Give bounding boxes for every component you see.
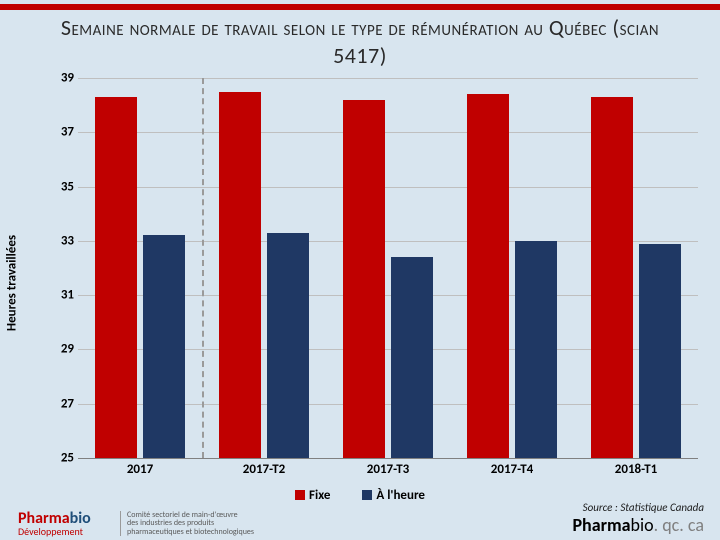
comite-text: Comité sectoriel de main-d'œuvredes indu…	[120, 511, 254, 536]
separator-line	[202, 78, 204, 458]
bar-lheure	[391, 257, 433, 458]
bar-fixe	[343, 100, 385, 458]
y-tick-label: 33	[46, 233, 74, 248]
logo-sub: Développement	[18, 528, 91, 536]
slide: Semaine normale de travail selon le type…	[0, 0, 720, 540]
bar-lheure	[143, 235, 185, 458]
x-tick-label: 2017-T3	[367, 462, 409, 477]
source-text: Source : Statistique Canada	[583, 501, 704, 514]
x-tick-label: 2018-T1	[615, 462, 657, 477]
bar-lheure	[639, 244, 681, 458]
bar-fixe	[467, 94, 509, 458]
x-tick-label: 2017	[127, 462, 153, 477]
y-tick-label: 35	[46, 179, 74, 194]
bar-fixe	[95, 97, 137, 458]
site-mid: bio	[631, 514, 654, 536]
top-rule	[0, 4, 720, 10]
y-axis-label: Heures travaillées	[5, 235, 20, 331]
logo: Pharmabio Développement	[18, 509, 91, 536]
y-tick-label: 37	[46, 125, 74, 140]
bar-fixe	[591, 97, 633, 458]
footer: Source : Statistique Canada Pharmabio. q…	[0, 492, 720, 540]
y-tick-label: 31	[46, 288, 74, 303]
site-url: Pharmabio. qc. ca	[572, 514, 704, 536]
grid-line	[78, 78, 698, 79]
bar-lheure	[515, 241, 557, 458]
chart: Heures travaillées 2527293133353739 2017…	[16, 78, 704, 488]
plot-area: 2527293133353739	[78, 78, 698, 459]
y-tick-label: 29	[46, 342, 74, 357]
slide-title: Semaine normale de travail selon le type…	[40, 14, 680, 69]
x-tick-label: 2017-T4	[491, 462, 533, 477]
y-tick-label: 25	[46, 451, 74, 466]
y-tick-label: 27	[46, 396, 74, 411]
bar-lheure	[267, 233, 309, 458]
bar-fixe	[219, 92, 261, 458]
site-tail: . qc. ca	[654, 514, 704, 536]
site-bold: Pharma	[572, 514, 630, 536]
x-tick-label: 2017-T2	[243, 462, 285, 477]
y-tick-label: 39	[46, 71, 74, 86]
